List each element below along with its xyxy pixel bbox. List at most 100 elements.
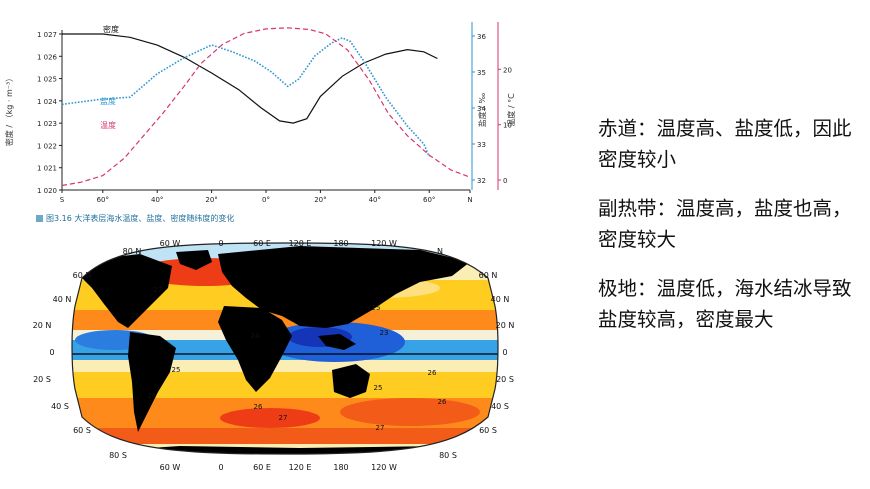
x-tick-label: 60° <box>423 196 435 204</box>
map-lon-label-top: 60 E <box>253 239 271 248</box>
density-tick-label: 1 022 <box>37 142 57 150</box>
latitude-profile-chart: 密度 / （kg · m⁻³） 盐度 / ‰ 温度 / °C 1 027 1 02… <box>4 22 516 204</box>
map-lat-label-left: 40 S <box>51 402 69 411</box>
series-line-temperature <box>61 27 471 187</box>
x-tick-label: 40° <box>151 196 163 204</box>
map-lat-label-right: 80 S <box>439 451 457 460</box>
land-greenland <box>176 250 212 270</box>
salinity-tick-label: 34 <box>477 105 486 113</box>
map-contour-label: 27 <box>154 286 163 294</box>
x-tick-label: 60° <box>97 196 109 204</box>
map-lat-label-right: 20 N <box>496 321 515 330</box>
x-tick-label: S <box>60 196 65 204</box>
map-lon-label-bottom: 120 E <box>289 463 312 472</box>
map-lon-label-top: 120 E <box>289 239 312 248</box>
map-contour-label: 27 <box>376 424 385 432</box>
x-tick-label: 40° <box>369 196 381 204</box>
density-axis-title: 密度 / （kg · m⁻³） <box>4 74 14 146</box>
band-tropic-south <box>72 360 498 372</box>
note-polar: 极地：温度低，海水结冰导致盐度较高，密度最大 <box>598 277 852 331</box>
land-australia <box>332 364 370 398</box>
land-africa <box>218 306 292 392</box>
land-europe-asia <box>218 246 470 328</box>
temperature-axis-title: 温度 / °C <box>506 93 516 127</box>
series-label-salinity: 盐度 <box>100 96 116 106</box>
map-lat-label-right: N <box>437 247 443 256</box>
note-equator: 赤道：温度高、盐度低，因此密度较小 <box>598 117 852 171</box>
series-line-salinity <box>61 36 430 157</box>
map-lat-label-left: 20 N <box>33 321 52 330</box>
caption-marker-icon <box>36 215 43 222</box>
x-tick-label: N <box>467 196 472 204</box>
band-subtropic-south <box>72 372 498 398</box>
map-lon-label-top: 0 <box>218 239 223 248</box>
warm-pool-south-pacific <box>340 398 480 426</box>
map-contour-label: 25 <box>172 366 181 374</box>
map-outline <box>71 242 499 455</box>
note-subtropics: 副热带：温度高，盐度也高，密度较大 <box>598 197 852 251</box>
explanation-notes: 赤道：温度高、盐度低，因此密度较小 副热带：温度高，盐度也高，密度较大 极地：温… <box>598 113 860 353</box>
map-contour-label: 26 <box>131 312 140 320</box>
map-lon-label-bottom: 60 W <box>160 463 181 472</box>
density-tick-label: 1 027 <box>37 31 57 39</box>
density-tick-label: 1 024 <box>37 98 58 106</box>
sea-surface-temperature-map: 27 26 25 24 23 25 26 24 25 26 27 27 26 60 W 0 60 E 120 … <box>33 239 515 472</box>
map-contour-label: 26 <box>438 398 447 406</box>
map-lon-label-top: 180 <box>333 239 348 248</box>
map-lat-label-left: 40 N <box>53 295 72 304</box>
land-maritime-asia <box>318 334 356 350</box>
map-lon-label-bottom: 60 E <box>253 463 271 472</box>
x-tick-label: 0° <box>262 196 270 204</box>
salinity-tick-label: 35 <box>477 69 486 77</box>
temperature-tick-label: 20 <box>503 66 512 74</box>
figure-caption-text: 图3.16 大洋表层海水温度、盐度、密度随纬度的变化 <box>46 214 235 223</box>
land-north-america <box>72 254 172 328</box>
band-subtropic-north <box>72 310 498 330</box>
map-lat-label-left: 60 N <box>73 271 92 280</box>
map-lat-label-left: 20 S <box>33 375 51 384</box>
map-lat-label-left: 60 S <box>73 426 91 435</box>
map-lat-label-right: 60 S <box>479 426 497 435</box>
temperature-tick-label: 10 <box>503 122 512 130</box>
map-lat-label-right: 40 N <box>491 295 510 304</box>
temperature-tick-label: 0 <box>503 177 507 185</box>
series-line-density <box>62 33 438 124</box>
density-tick-label: 1 020 <box>37 187 57 195</box>
map-lat-label-left: 80 N <box>123 247 142 256</box>
series-label-temperature: 温度 <box>100 120 116 130</box>
x-tick-label: 20° <box>205 196 217 204</box>
density-tick-label: 1 025 <box>37 76 57 84</box>
map-contour-label: 26 <box>428 369 437 377</box>
map-contour-label: 24 <box>148 392 157 400</box>
salinity-tick-label: 36 <box>477 33 486 41</box>
map-contour-label: 23 <box>380 329 389 337</box>
map-contour-label: 25 <box>372 304 381 312</box>
map-lat-label-right: 0 <box>502 348 507 357</box>
map-lat-label-right: 40 S <box>491 402 509 411</box>
salinity-tick-label: 32 <box>477 177 486 185</box>
map-contour-label: 24 <box>251 332 260 340</box>
x-tick-label: 20° <box>314 196 326 204</box>
salinity-axis-title: 盐度 / ‰ <box>477 92 487 127</box>
band-subpolar-south <box>72 428 498 444</box>
warm-pool-south-indian <box>220 408 320 428</box>
map-lon-label-bottom: 0 <box>218 463 223 472</box>
figure-caption: 图3.16 大洋表层海水温度、盐度、密度随纬度的变化 <box>36 213 234 224</box>
map-lon-label-bottom: 180 <box>333 463 348 472</box>
density-tick-label: 1 023 <box>37 120 57 128</box>
map-contour-label: 26 <box>254 403 263 411</box>
density-tick-label: 1 021 <box>37 165 57 173</box>
map-contour-label: 27 <box>279 414 288 422</box>
map-lon-label-top: 60 W <box>160 239 181 248</box>
land-south-america <box>128 332 176 432</box>
series-label-density: 密度 <box>103 24 119 34</box>
map-lat-label-right: 60 N <box>479 271 498 280</box>
map-contour-label: 25 <box>374 384 383 392</box>
salinity-tick-label: 33 <box>477 141 486 149</box>
map-lon-label-bottom: 120 W <box>371 463 397 472</box>
density-tick-label: 1 026 <box>37 53 58 61</box>
map-lat-label-right: 20 S <box>496 375 514 384</box>
map-lat-label-left: 0 <box>49 348 54 357</box>
map-lon-label-top: 120 W <box>371 239 397 248</box>
map-lat-label-left: 80 S <box>109 451 127 460</box>
